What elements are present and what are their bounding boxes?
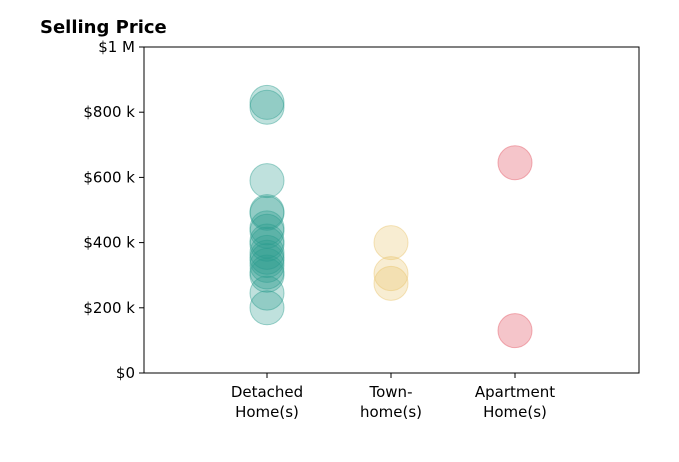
data-point-0-12	[249, 247, 285, 283]
y-tick-label-3: $600 k	[83, 168, 135, 186]
x-tick-label-2-1: Home(s)	[483, 403, 547, 421]
y-tick-label-1: $200 k	[83, 299, 135, 317]
x-tick-label-1-0: Town-	[369, 383, 413, 401]
data-point-0-9	[249, 234, 285, 270]
data-point-0-3	[249, 194, 285, 230]
data-point-0-2	[249, 163, 285, 199]
plot-frame	[143, 46, 640, 374]
data-point-0-11	[249, 243, 285, 279]
y-tick-label-2: $400 k	[83, 234, 135, 252]
data-point-1-1	[373, 256, 409, 292]
data-point-0-1	[249, 89, 285, 125]
data-point-2-0	[497, 145, 533, 181]
data-point-1-2	[373, 265, 409, 301]
data-point-0-6	[249, 213, 285, 249]
chart-title: Selling Price	[40, 17, 167, 38]
data-point-0-4	[249, 195, 285, 231]
data-point-0-8	[249, 226, 285, 262]
data-point-0-14	[249, 257, 285, 293]
x-tick-label-2-0: Apartment	[475, 383, 555, 401]
data-point-0-16	[249, 290, 285, 326]
y-tick-label-5: $1 M	[98, 38, 135, 56]
data-point-0-7	[249, 223, 285, 259]
data-point-1-0	[373, 225, 409, 261]
data-point-2-1	[497, 313, 533, 349]
data-point-0-15	[249, 275, 285, 311]
data-point-0-10	[249, 239, 285, 275]
y-tick-label-0: $0	[116, 364, 135, 382]
data-point-0-0	[249, 84, 285, 120]
data-point-0-13	[249, 254, 285, 290]
x-tick-label-1-1: home(s)	[360, 403, 422, 421]
data-point-0-5	[249, 210, 285, 246]
x-tick-label-0-1: Home(s)	[235, 403, 299, 421]
y-tick-label-4: $800 k	[83, 103, 135, 121]
x-tick-label-0-0: Detached	[231, 383, 303, 401]
